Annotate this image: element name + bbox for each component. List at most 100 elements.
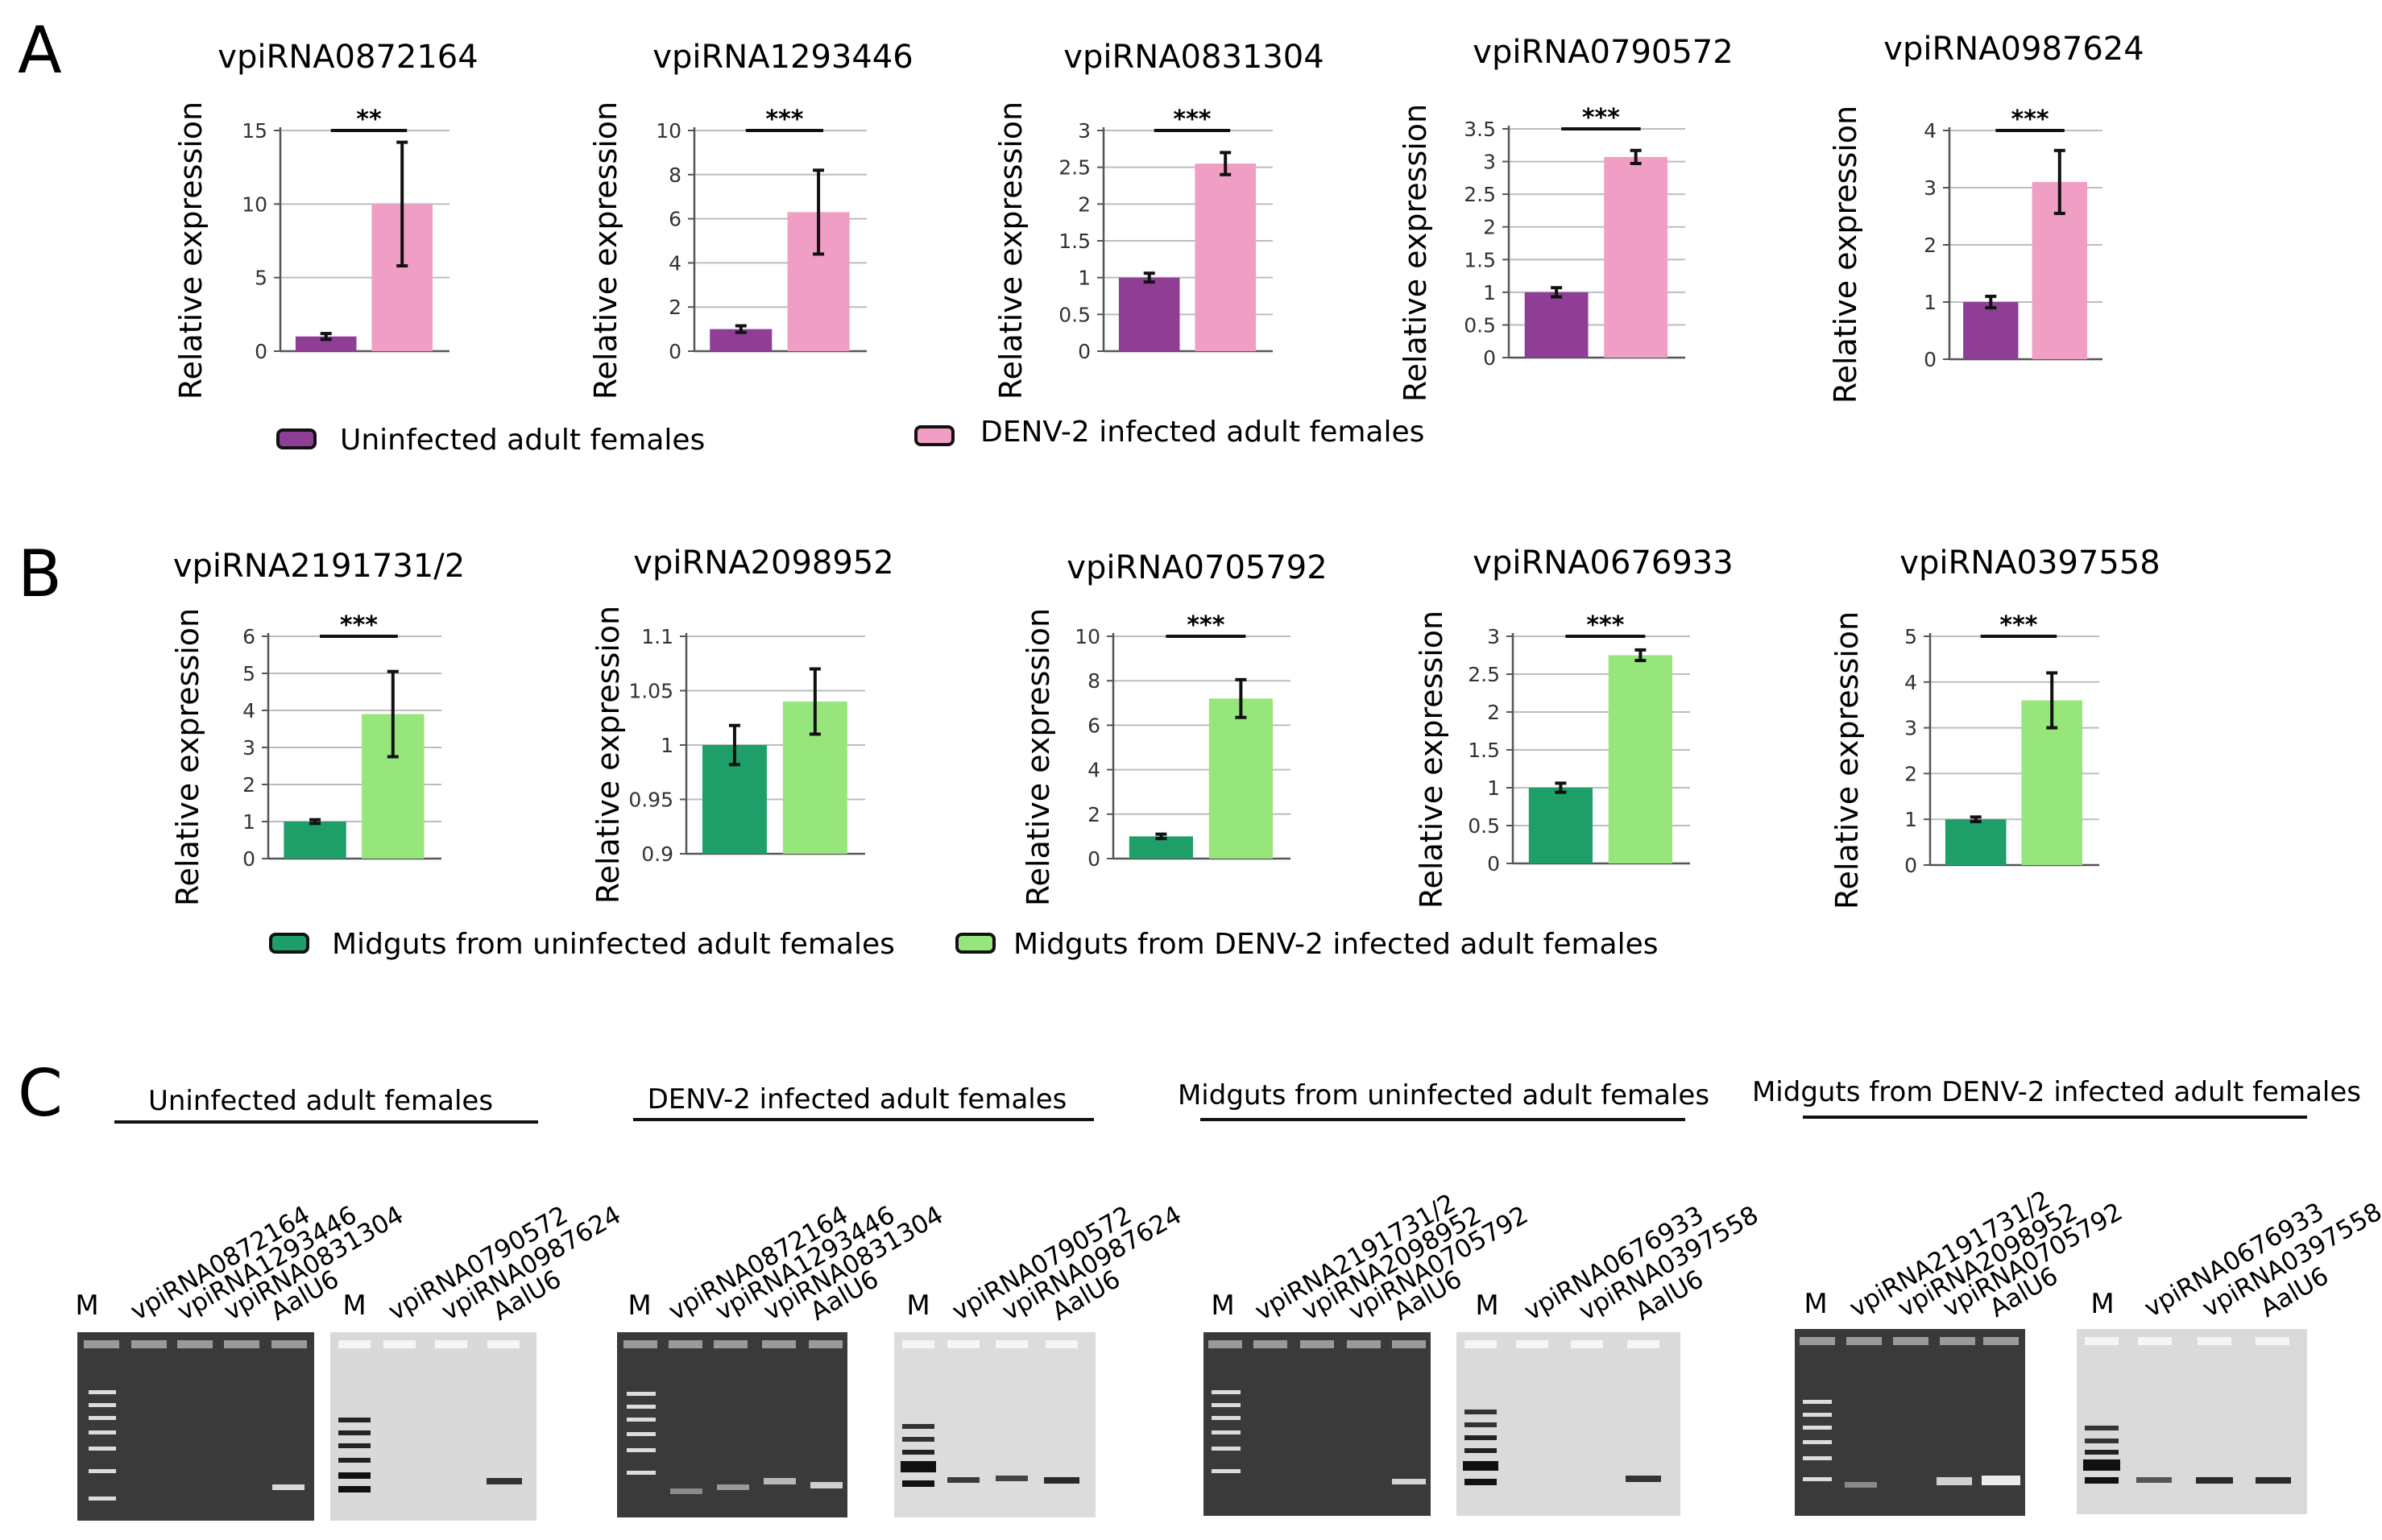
significance-stars: *** [1173, 106, 1211, 134]
ladder-band [1212, 1403, 1241, 1407]
ladder-band [1212, 1416, 1241, 1420]
y-tick-label: 4 [242, 699, 255, 722]
gel-background [1203, 1332, 1431, 1516]
y-tick-label: 0.5 [1058, 303, 1091, 326]
gel-well [1846, 1337, 1882, 1345]
pcr-band [996, 1476, 1028, 1481]
ladder-band [902, 1424, 934, 1429]
gel-well [1347, 1340, 1381, 1348]
significance-stars: ** [356, 106, 382, 134]
gel-image [1795, 1329, 2025, 1516]
y-tick-label: 0 [242, 847, 255, 871]
legend-b: Midguts from uninfected adult females Mi… [269, 928, 1659, 961]
panel-letter-c: C [18, 1056, 63, 1131]
legend-swatch-midgut-infected [955, 933, 996, 954]
bar-chart: vpiRNA0987624 Relative expression 0 1 2 3 4 *** [1828, 31, 2144, 404]
significance-stars: *** [1187, 611, 1224, 640]
bar-chart: vpiRNA0397558 Relative expression 0 1 2 3 4 5 **… [1829, 544, 2160, 909]
ladder-band [1803, 1440, 1832, 1444]
y-tick-label: 1 [242, 810, 255, 834]
gel-image [1456, 1332, 1680, 1516]
gel-well [487, 1340, 520, 1348]
chart-title: vpiRNA2191731/2 [173, 548, 465, 585]
panel-letter-b: B [18, 536, 62, 611]
gel-well [669, 1340, 702, 1348]
pcr-band [764, 1478, 796, 1484]
chart-title: vpiRNA0987624 [1883, 31, 2144, 68]
gel-well [2256, 1337, 2289, 1345]
bar [284, 822, 346, 859]
gel-well [2085, 1337, 2119, 1345]
gel-group-title-uninfected: Uninfected adult females [148, 1085, 493, 1117]
gel-well [1208, 1340, 1242, 1348]
gel-background [77, 1332, 314, 1521]
marker-label: M [628, 1290, 651, 1322]
bar [1195, 164, 1256, 351]
ladder-band [902, 1450, 934, 1455]
ladder-band [627, 1392, 656, 1396]
pcr-band [1626, 1476, 1661, 1482]
pcr-band [1044, 1477, 1079, 1484]
y-tick-label: 6 [669, 208, 681, 231]
legend-label-midgut-infected: Midguts from DENV-2 infected adult femal… [1013, 928, 1659, 961]
pcr-band [1392, 1479, 1426, 1484]
y-tick-label: 2.5 [1058, 156, 1091, 180]
y-tick-label: 2.5 [1468, 663, 1500, 686]
y-tick-label: 1 [1904, 808, 1917, 831]
gel-well [809, 1340, 843, 1348]
gel-well [1300, 1340, 1334, 1348]
y-tick-label: 4 [669, 251, 681, 275]
bar [1524, 292, 1589, 358]
y-tick-label: 4 [1904, 671, 1917, 694]
legend-label-uninfected: Uninfected adult females [340, 424, 705, 457]
y-tick-label: 1 [1487, 776, 1500, 800]
gel-well [1253, 1340, 1287, 1348]
ladder-band [89, 1430, 116, 1434]
bar-chart: vpiRNA0705792 Relative expression 0 2 4 6 8 10 *… [1021, 549, 1328, 906]
y-tick-label: 8 [1087, 669, 1100, 693]
marker-label: M [342, 1290, 366, 1322]
pcr-band [717, 1484, 749, 1490]
pcr-band [272, 1484, 304, 1490]
y-axis-label: Relative expression [1398, 104, 1433, 402]
gel-well [131, 1340, 167, 1348]
y-axis-label: Relative expression [1021, 608, 1056, 906]
bar-chart: vpiRNA0790572 Relative expression 0 0.5 1 1.5… [1398, 34, 1734, 402]
panel-letter-a: A [18, 13, 62, 88]
gel-well [1800, 1337, 1835, 1345]
ladder-band [1212, 1390, 1241, 1394]
significance-stars: *** [1586, 611, 1624, 640]
y-tick-label: 0 [669, 340, 681, 363]
pcr-band [1845, 1482, 1877, 1488]
ladder-band [902, 1480, 934, 1487]
y-tick-label: 3 [1487, 625, 1500, 648]
ladder-band [338, 1486, 371, 1492]
marker-label: M [2090, 1288, 2114, 1320]
pcr-band [2256, 1477, 2291, 1484]
gel-image [2077, 1329, 2307, 1514]
y-tick-label: 3 [1924, 176, 1937, 200]
gels-layer: Uninfected adult females DENV-2 infected… [75, 1076, 2382, 1521]
gel-group-title-denv: DENV-2 infected adult females [648, 1083, 1067, 1116]
bar-chart: vpiRNA0831304 Relative expression 0 0.5 1 1.5… [993, 39, 1324, 399]
chart-title: vpiRNA0831304 [1063, 39, 1324, 76]
ladder-band [1464, 1422, 1497, 1427]
gel-well [84, 1340, 119, 1348]
y-tick-label: 5 [1904, 625, 1917, 648]
gel-well [1392, 1340, 1426, 1348]
y-tick-label: 2 [242, 773, 255, 797]
ladder-band [1464, 1448, 1497, 1453]
y-tick-label: 0 [1924, 348, 1937, 371]
pcr-band [670, 1488, 702, 1494]
ladder-band [2083, 1459, 2120, 1471]
gel-well [177, 1340, 213, 1348]
y-axis-label: Relative expression [1828, 106, 1863, 404]
ladder-band [1803, 1477, 1832, 1481]
y-tick-label: 2 [1487, 701, 1500, 724]
ladder-band [89, 1447, 116, 1451]
marker-label: M [75, 1290, 98, 1322]
bar-chart: vpiRNA1293446 Relative expression 0 2 4 6 8 10 *… [588, 39, 913, 399]
y-tick-label: 0 [1078, 340, 1091, 363]
ladder-band [627, 1471, 656, 1475]
